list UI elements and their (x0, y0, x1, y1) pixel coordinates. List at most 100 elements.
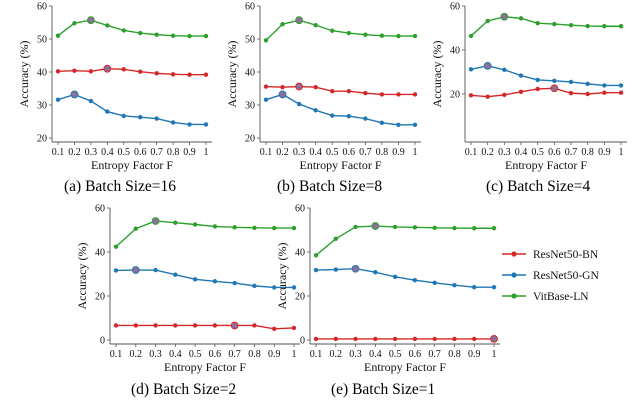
data-point-resnet50-gn (55, 97, 61, 102)
x-tick-label: 0.8 (376, 147, 389, 158)
data-point-vitbase-ln (432, 225, 437, 230)
y-tick-label: 0 (100, 336, 105, 347)
legend-marker-resnet50-gn (511, 272, 517, 278)
y-axis-label: Accuracy (%) (430, 41, 444, 108)
data-point-vitbase-ln (392, 224, 398, 230)
data-point-resnet50-bn (396, 92, 401, 97)
series-line-vitbase-ln (57, 19, 206, 37)
data-point-vitbase-ln (121, 28, 126, 33)
x-tick-label: 1 (292, 349, 297, 360)
series-line-vitbase-ln (265, 19, 415, 41)
series-line-resnet50-bn (116, 324, 295, 330)
data-point-vitbase-ln (187, 33, 192, 39)
y-tick-label: 40 (37, 68, 47, 79)
x-tick-label: 0.8 (167, 147, 180, 158)
x-tick-label: 0.2 (481, 147, 494, 158)
data-point-resnet50-bn (330, 88, 335, 94)
data-point-resnet50-gn (552, 78, 557, 84)
legend-marker-vitbase-ln (511, 293, 517, 299)
data-point-resnet50-gn (333, 267, 338, 272)
data-point-resnet50-bn (252, 323, 257, 328)
x-axis-label: Entropy Factor F (164, 360, 246, 374)
data-point-resnet50-bn (412, 336, 418, 342)
y-tick-label: 60 (295, 204, 305, 215)
data-point-vitbase-ln (412, 33, 418, 39)
data-point-resnet50-gn (121, 113, 126, 119)
data-point-resnet50-gn (291, 285, 297, 290)
data-point-resnet50-gn (170, 120, 176, 125)
data-point-resnet50-gn (153, 267, 158, 273)
data-point-resnet50-gn (192, 277, 198, 282)
x-tick-label: 0.6 (209, 349, 222, 360)
data-point-vitbase-ln (55, 33, 61, 38)
x-tick-label: 0.4 (369, 349, 382, 360)
x-tick-label: 0.2 (68, 147, 81, 158)
data-point-resnet50-gn (252, 283, 257, 289)
data-point-vitbase-ln (618, 24, 624, 29)
x-tick-label: 0.3 (293, 147, 306, 158)
data-point-resnet50-gn (452, 283, 457, 288)
y-tick-label: 20 (245, 134, 255, 145)
data-point-resnet50-gn (373, 270, 378, 275)
data-point-resnet50-gn (313, 108, 318, 113)
y-axis-label: Accuracy (%) (75, 243, 89, 310)
data-point-vitbase-ln (105, 23, 110, 28)
data-point-resnet50-bn (602, 90, 607, 95)
data-point-vitbase-ln (379, 33, 385, 38)
data-point-resnet50-bn (363, 90, 368, 96)
data-point-resnet50-bn (263, 84, 269, 89)
best-point-resnet50-bn (550, 84, 559, 93)
best-point-vitbase-ln (371, 222, 380, 230)
data-point-resnet50-gn (392, 274, 398, 280)
data-point-vitbase-ln (535, 20, 540, 26)
x-tick-label: 0.1 (310, 349, 323, 360)
data-point-vitbase-ln (452, 225, 457, 231)
best-point-resnet50-bn (230, 321, 239, 330)
best-point-resnet50-gn (131, 266, 140, 274)
data-point-resnet50-gn (396, 122, 401, 128)
best-point-vitbase-ln (295, 16, 304, 25)
data-point-resnet50-bn (333, 336, 338, 342)
data-point-resnet50-gn (313, 267, 319, 273)
chart-panel-2: 20 40 60 0.1 0.2 0.3 0.4 0.5 0.6 0.7 0.8 0.9 1 Entrop… (430, 2, 627, 172)
x-tick-label: 0.9 (268, 349, 281, 360)
best-point-resnet50-gn (278, 90, 287, 99)
y-tick-label: 60 (95, 204, 105, 215)
x-tick-label: 0.5 (189, 349, 202, 360)
x-tick-label: 0.4 (309, 147, 322, 158)
caption-d: (d) Batch Size=2 (131, 381, 237, 398)
data-point-resnet50-gn (263, 97, 269, 102)
data-point-vitbase-ln (173, 220, 178, 225)
x-tick-label: 0.8 (581, 147, 594, 158)
data-point-resnet50-bn (88, 69, 94, 74)
data-point-vitbase-ln (291, 225, 297, 231)
data-point-resnet50-gn (272, 285, 277, 290)
y-tick-label: 40 (450, 46, 460, 57)
data-point-resnet50-bn (173, 323, 178, 328)
data-point-vitbase-ln (138, 30, 143, 36)
data-point-resnet50-bn (412, 92, 418, 97)
data-point-resnet50-gn (187, 122, 192, 127)
y-axis-label: Accuracy (%) (275, 243, 289, 310)
data-point-resnet50-bn (113, 323, 119, 328)
data-point-vitbase-ln (72, 20, 77, 26)
data-point-resnet50-bn (121, 67, 126, 72)
x-tick-label: 0.1 (260, 147, 273, 158)
data-point-resnet50-bn (72, 68, 77, 73)
data-point-resnet50-bn (280, 84, 285, 90)
data-point-resnet50-gn (618, 83, 624, 88)
data-point-vitbase-ln (330, 28, 335, 33)
x-tick-label: 0.1 (52, 147, 65, 158)
series-line-resnet50-gn (115, 269, 294, 289)
data-point-resnet50-bn (187, 72, 192, 77)
y-tick-label: 20 (95, 292, 105, 303)
data-point-vitbase-ln (412, 225, 418, 230)
data-point-resnet50-bn (133, 323, 138, 328)
data-point-vitbase-ln (346, 30, 351, 36)
data-point-resnet50-gn (432, 280, 437, 285)
x-tick-label: 0.3 (349, 349, 362, 360)
x-tick-label: 0.3 (149, 349, 162, 360)
data-point-resnet50-gn (585, 81, 590, 87)
data-point-vitbase-ln (280, 21, 285, 27)
data-point-vitbase-ln (113, 244, 119, 249)
